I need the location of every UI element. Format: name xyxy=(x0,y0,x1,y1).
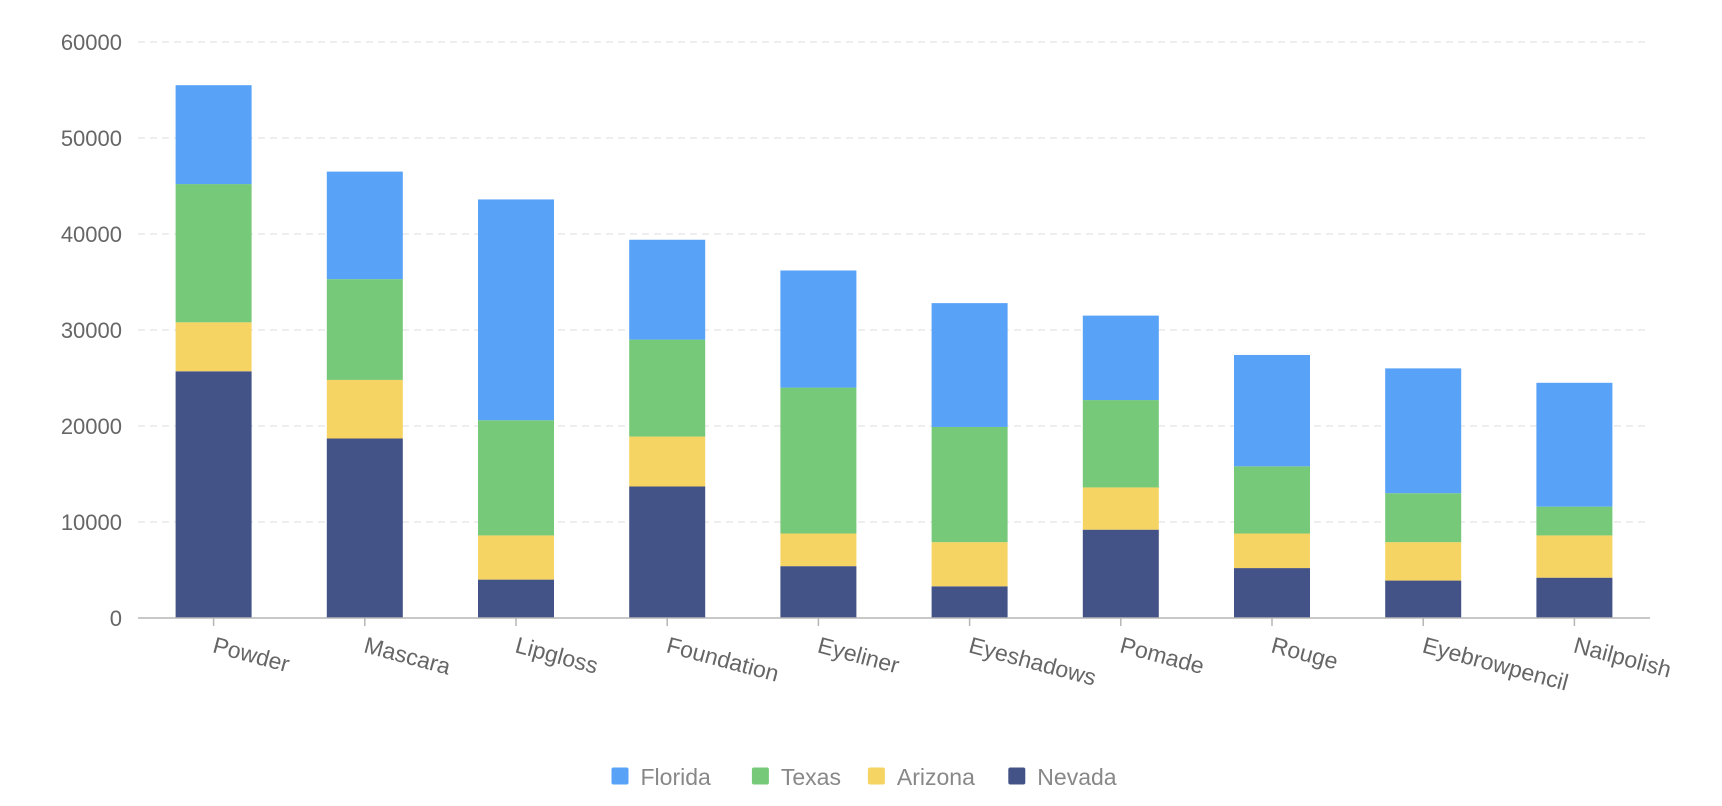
bar-nevada-eyeshadows xyxy=(931,586,1008,618)
bars-layer xyxy=(175,85,1613,618)
x-tick-label-eyeliner: Eyeliner xyxy=(815,632,902,679)
bar-arizona-lipgloss xyxy=(478,535,554,580)
y-tick-label: 30000 xyxy=(61,318,122,343)
legend-item-nevada[interactable]: Nevada xyxy=(1008,764,1117,790)
x-tick-label-rouge: Rouge xyxy=(1269,632,1341,675)
bar-nevada-eyeliner xyxy=(780,566,857,618)
legend: Florida Texas Arizona Nevada xyxy=(611,764,1117,790)
bar-florida-lipgloss xyxy=(478,199,554,421)
legend-label-nevada: Nevada xyxy=(1037,764,1116,790)
bar-florida-powder xyxy=(175,85,252,185)
y-tick-label: 10000 xyxy=(61,510,122,535)
bar-arizona-nailpolish xyxy=(1536,535,1613,578)
bar-florida-eyeshadows xyxy=(931,303,1008,427)
legend-item-arizona[interactable]: Arizona xyxy=(867,764,975,790)
bar-nevada-powder xyxy=(175,371,252,618)
bar-florida-foundation xyxy=(629,239,706,340)
x-tick-label-foundation: Foundation xyxy=(664,632,782,687)
y-tick-label: 50000 xyxy=(61,126,122,151)
bar-texas-eyebrowpencil xyxy=(1385,493,1462,543)
bar-texas-mascara xyxy=(326,279,403,380)
y-tick-label: 40000 xyxy=(61,222,122,247)
bar-arizona-foundation xyxy=(629,436,706,487)
bar-texas-lipgloss xyxy=(478,420,554,536)
bar-arizona-powder xyxy=(175,322,252,372)
x-tick-label-lipgloss: Lipgloss xyxy=(513,632,601,679)
y-tick-label: 60000 xyxy=(61,30,122,55)
legend-swatch-texas xyxy=(751,767,769,785)
bar-arizona-pomade xyxy=(1082,487,1159,530)
y-axis: 0 10000 20000 30000 40000 50000 60000 xyxy=(61,30,122,631)
x-tick-label-eyeshadows: Eyeshadows xyxy=(966,632,1099,691)
bar-arizona-eyeliner xyxy=(780,533,857,567)
y-tick-label: 20000 xyxy=(61,414,122,439)
x-tick-label-mascara: Mascara xyxy=(362,632,454,680)
bar-texas-nailpolish xyxy=(1536,506,1613,536)
bar-florida-pomade xyxy=(1082,315,1159,401)
x-tick-label-nailpolish: Nailpolish xyxy=(1571,632,1674,683)
bar-florida-nailpolish xyxy=(1536,382,1613,507)
bar-arizona-eyebrowpencil xyxy=(1385,542,1462,581)
legend-swatch-nevada xyxy=(1008,767,1026,785)
bar-arizona-eyeshadows xyxy=(931,542,1008,587)
legend-item-florida[interactable]: Florida xyxy=(611,764,712,790)
bar-nevada-rouge xyxy=(1234,568,1310,618)
legend-swatch-florida xyxy=(611,767,629,785)
bar-texas-eyeshadows xyxy=(931,426,1008,543)
bar-nevada-foundation xyxy=(629,486,706,618)
legend-item-texas[interactable]: Texas xyxy=(751,764,841,790)
bar-nevada-pomade xyxy=(1082,529,1159,618)
bar-nevada-mascara xyxy=(326,438,403,618)
legend-label-florida: Florida xyxy=(641,764,712,790)
bar-texas-foundation xyxy=(629,339,706,437)
x-tick-label-eyebrowpencil: Eyebrowpencil xyxy=(1420,632,1571,696)
bar-texas-eyeliner xyxy=(780,387,857,534)
bar-florida-rouge xyxy=(1234,354,1310,467)
bar-arizona-rouge xyxy=(1234,533,1310,569)
bar-nevada-eyebrowpencil xyxy=(1385,580,1462,618)
legend-label-texas: Texas xyxy=(781,764,841,790)
legend-swatch-arizona xyxy=(867,767,885,785)
bar-nevada-nailpolish xyxy=(1536,577,1613,618)
bar-nevada-lipgloss xyxy=(478,579,554,618)
y-tick-label: 0 xyxy=(110,606,122,631)
x-tick-label-powder: Powder xyxy=(210,632,292,677)
x-tick-label-pomade: Pomade xyxy=(1118,632,1207,679)
bar-florida-eyeliner xyxy=(780,270,857,388)
bar-florida-mascara xyxy=(326,171,403,280)
legend-label-arizona: Arizona xyxy=(897,764,975,790)
bar-arizona-mascara xyxy=(326,379,403,439)
bar-texas-rouge xyxy=(1234,466,1310,534)
x-axis: Powder Mascara Lipgloss Foundation Eyeliner E… xyxy=(138,617,1674,696)
bar-texas-pomade xyxy=(1082,400,1159,488)
bar-texas-powder xyxy=(175,184,252,323)
bar-florida-eyebrowpencil xyxy=(1385,368,1462,494)
